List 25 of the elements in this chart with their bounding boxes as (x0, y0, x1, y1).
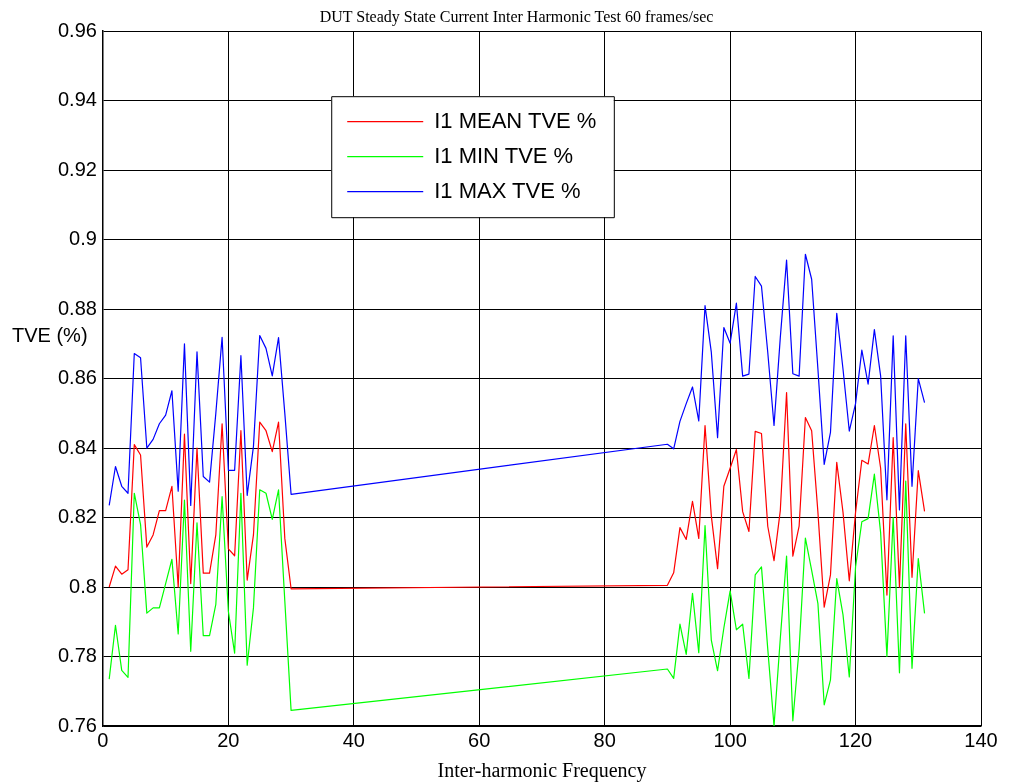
x-tick-label: 140 (964, 728, 998, 751)
y-tick-label: 0.96 (57, 18, 97, 41)
x-tick-label: 120 (838, 728, 873, 751)
y-tick-label: 0.8 (69, 574, 97, 597)
y-tick-label: 0.88 (57, 296, 97, 319)
x-tick-label: 60 (468, 728, 491, 751)
x-tick-label: 0 (97, 728, 109, 751)
y-tick-label: 0.84 (57, 435, 97, 458)
y-axis-title: TVE (%) (12, 324, 88, 347)
legend-label: I1 MEAN TVE % (434, 107, 597, 133)
y-tick-label: 0.94 (57, 88, 97, 111)
x-tick-label: 20 (217, 728, 240, 751)
x-tick-label: 80 (593, 728, 616, 751)
x-tick-label: 40 (342, 728, 365, 751)
y-tick-label: 0.9 (69, 227, 97, 250)
y-tick-label: 0.76 (57, 713, 97, 736)
y-tick-label: 0.86 (57, 366, 97, 389)
x-tick-label: 100 (713, 728, 747, 751)
x-axis-title: Inter-harmonic Frequency (437, 759, 647, 783)
y-tick-label: 0.78 (57, 644, 97, 667)
legend-label: I1 MAX TVE % (434, 177, 581, 203)
legend-label: I1 MIN TVE % (434, 142, 574, 168)
y-tick-label: 0.92 (57, 157, 97, 180)
y-tick-label: 0.82 (57, 505, 97, 528)
chart-title: DUT Steady State Current Inter Harmonic Test 60 frames/sec (319, 7, 714, 26)
